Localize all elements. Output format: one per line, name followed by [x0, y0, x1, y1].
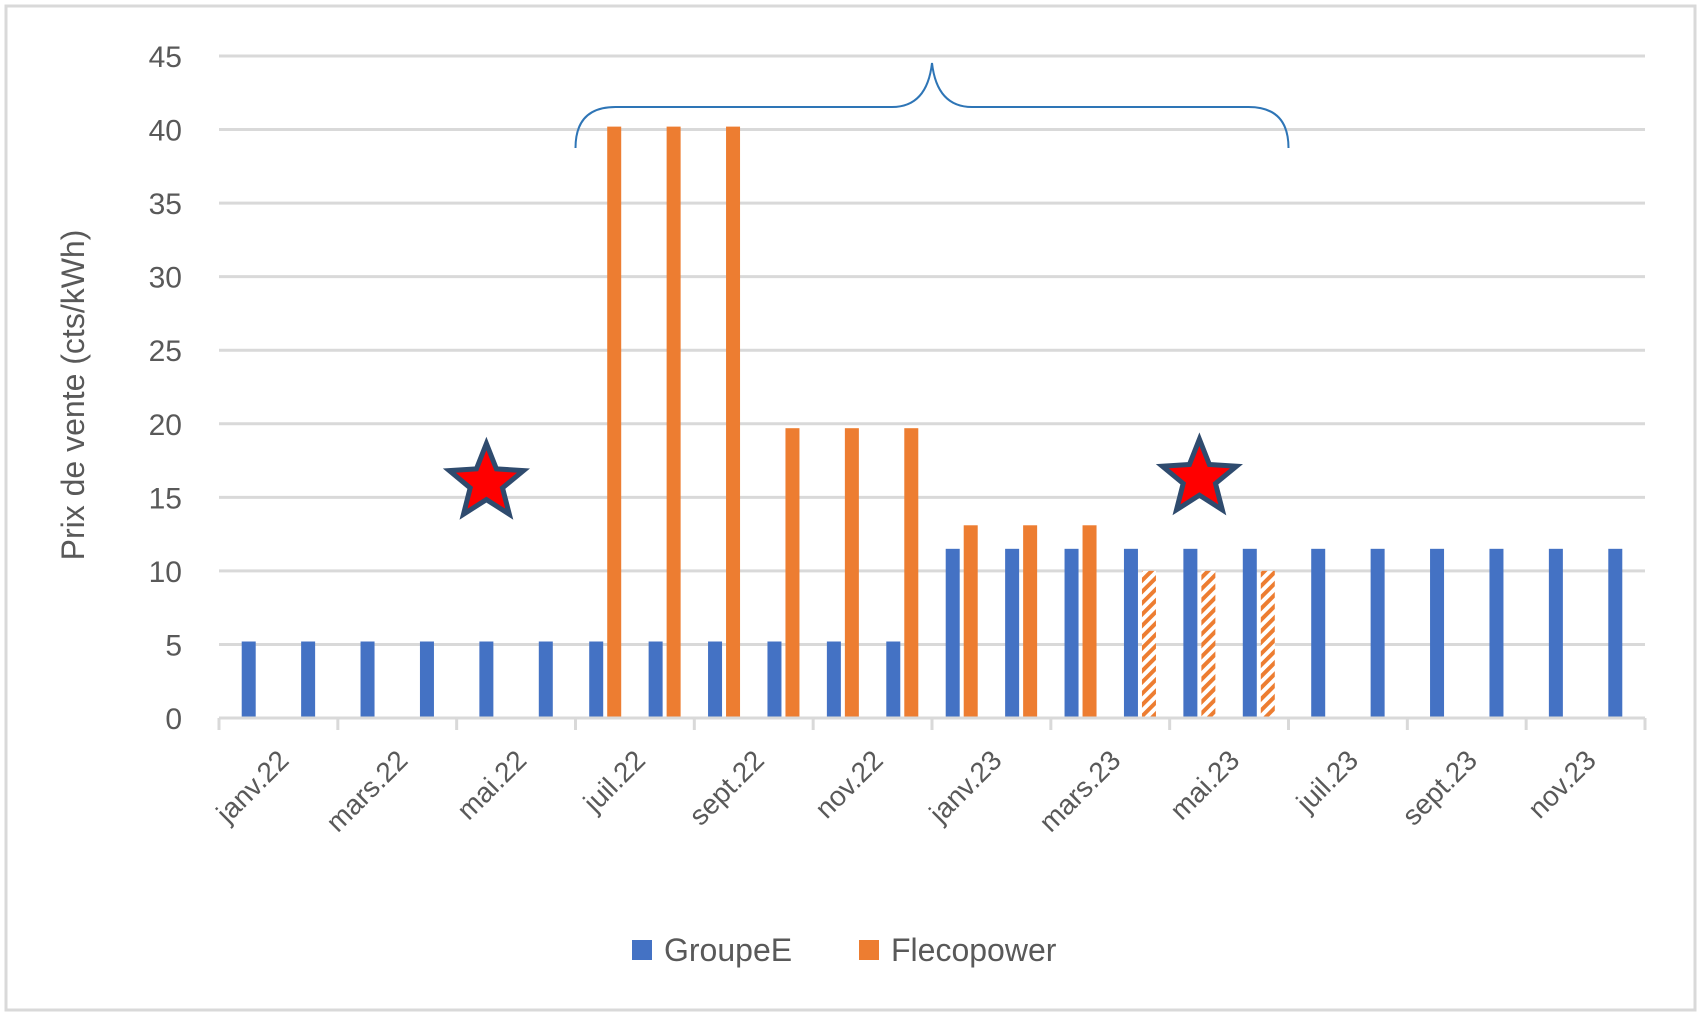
y-axis-ticks: 0 5 10 15 20 25 30 35 40 45 — [149, 41, 182, 736]
y-tick-label: 10 — [149, 556, 182, 589]
bar-groupee — [1608, 548, 1623, 718]
bar-groupee — [826, 641, 841, 718]
bar-groupee — [1064, 548, 1079, 718]
bar-groupee — [301, 641, 316, 718]
legend: GroupeE Flecopower — [632, 932, 1057, 968]
bar-groupee — [1430, 548, 1445, 718]
bar-groupee — [945, 548, 960, 718]
bar-groupee — [1548, 548, 1563, 718]
bar-flecopower — [726, 126, 741, 718]
bar-groupee — [1311, 548, 1326, 718]
bar-flecopower — [1082, 525, 1097, 718]
y-tick-label: 25 — [149, 335, 182, 368]
legend-label-flecopower: Flecopower — [891, 932, 1057, 968]
bar-flecopower — [1023, 525, 1038, 718]
bar-flecopower — [904, 428, 919, 718]
y-axis-label: Prix de vente (cts/kWh) — [55, 230, 91, 561]
bar-groupee — [360, 641, 375, 718]
y-tick-label: 45 — [149, 41, 182, 74]
legend-label-groupee: GroupeE — [664, 932, 792, 968]
bar-flecopower — [844, 428, 859, 718]
bar-flecopower — [607, 126, 622, 718]
brace-annotation — [574, 62, 1290, 149]
y-tick-label: 0 — [165, 703, 182, 736]
bar-groupee — [767, 641, 782, 718]
bar-groupee — [1370, 548, 1385, 718]
y-tick-label: 5 — [165, 629, 182, 662]
bar-groupee — [1489, 548, 1504, 718]
bar-groupee — [1183, 548, 1198, 718]
y-tick-label: 35 — [149, 188, 182, 221]
bar-flecopower — [666, 126, 681, 718]
bar-flecopower — [785, 428, 800, 718]
bar-groupee — [886, 641, 901, 718]
bar-flecopower-projected — [1201, 570, 1216, 718]
annotations — [442, 62, 1290, 520]
bar-flecopower — [963, 525, 978, 718]
bar-groupee — [241, 641, 256, 718]
y-tick-label: 40 — [149, 115, 182, 148]
legend-swatch-flecopower — [859, 940, 879, 960]
bar-groupee — [1242, 548, 1257, 718]
y-tick-label: 30 — [149, 262, 182, 295]
bar-groupee — [1123, 548, 1138, 718]
bar-groupee — [419, 641, 434, 718]
bar-groupee — [1005, 548, 1020, 718]
legend-swatch-groupee — [632, 940, 652, 960]
bar-flecopower-projected — [1141, 570, 1156, 718]
bar-groupee — [589, 641, 604, 718]
y-tick-label: 20 — [149, 409, 182, 442]
y-tick-label: 15 — [149, 482, 182, 515]
gridlines — [219, 54, 1645, 646]
bar-flecopower-projected — [1260, 570, 1275, 718]
bar-groupee — [708, 641, 723, 718]
bar-groupee — [479, 641, 494, 718]
star-icon — [1155, 432, 1243, 516]
star-icon — [442, 436, 530, 520]
bar-groupee — [648, 641, 663, 718]
bars — [241, 126, 1623, 718]
bar-groupee — [538, 641, 553, 718]
x-axis — [217, 716, 1647, 730]
